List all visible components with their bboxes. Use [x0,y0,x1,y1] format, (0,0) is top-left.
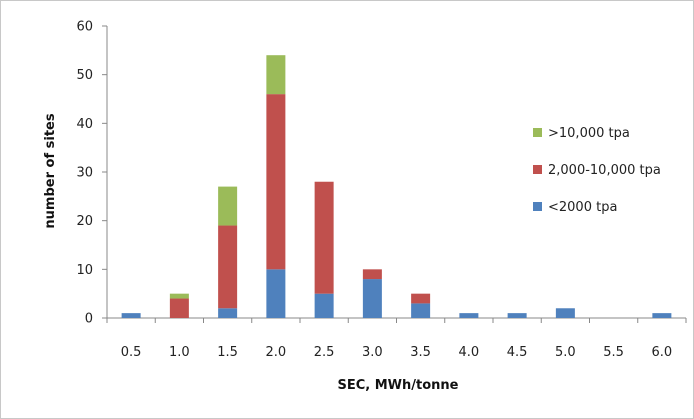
x-tick-label: 1.5 [217,345,238,360]
y-tick-label: 0 [85,312,93,327]
bar-segment [507,313,527,318]
x-tick-label: 2.5 [314,345,335,360]
x-tick-label: 4.5 [507,345,528,360]
x-tick-label: 5.5 [603,345,624,360]
bar-segment [218,186,238,226]
x-axis-label: SEC, MWh/tonne [338,378,459,393]
bar-segment [218,308,238,318]
bar-segment [411,293,431,304]
y-tick-label: 20 [76,214,93,229]
x-tick-label: 6.0 [652,345,673,360]
x-tick-label: 3.5 [410,345,431,360]
bar-segment [555,308,575,318]
bar-segment [266,269,286,318]
legend-swatch [533,165,542,174]
bar-segment [652,313,672,318]
bar-segment [266,94,286,270]
bar-segment [266,55,286,95]
bar-segment [169,298,189,318]
legend-label: >10,000 tpa [548,126,630,141]
bar-segment [411,303,431,318]
y-tick-label: 10 [76,263,93,278]
legend-label: 2,000-10,000 tpa [548,163,661,178]
x-tick-label: 5.0 [555,345,576,360]
y-tick-label: 60 [76,20,93,35]
bar-segment [459,313,479,318]
y-tick-label: 50 [76,68,93,83]
legend-swatch [533,202,542,211]
x-tick-label: 0.5 [121,345,142,360]
legend-label: <2000 tpa [548,200,617,215]
bar-segment [362,279,382,318]
x-tick-label: 3.0 [362,345,383,360]
axes [102,25,687,323]
tick-labels: 0 10 20 30 40 50 60 0.5 1.0 1.5 2.0 2.5 3.0 3.5 4.0 4.5… [76,20,672,361]
x-tick-label: 1.0 [169,345,190,360]
y-axis-label: number of sites [43,113,58,228]
legend-swatch [533,128,542,137]
y-tick-label: 30 [76,166,93,181]
x-tick-label: 4.0 [459,345,480,360]
bar-segment [169,293,189,299]
x-tick-label: 2.0 [266,345,287,360]
bar-segment [362,269,382,280]
bar-segment [314,293,334,318]
bar-segment [218,225,238,309]
bar-segment [314,181,334,294]
legend: >10,000 tpa 2,000-10,000 tpa <2000 tpa [533,126,661,215]
y-tick-label: 40 [76,117,93,132]
bar-segment [121,313,141,318]
bars [121,55,672,318]
